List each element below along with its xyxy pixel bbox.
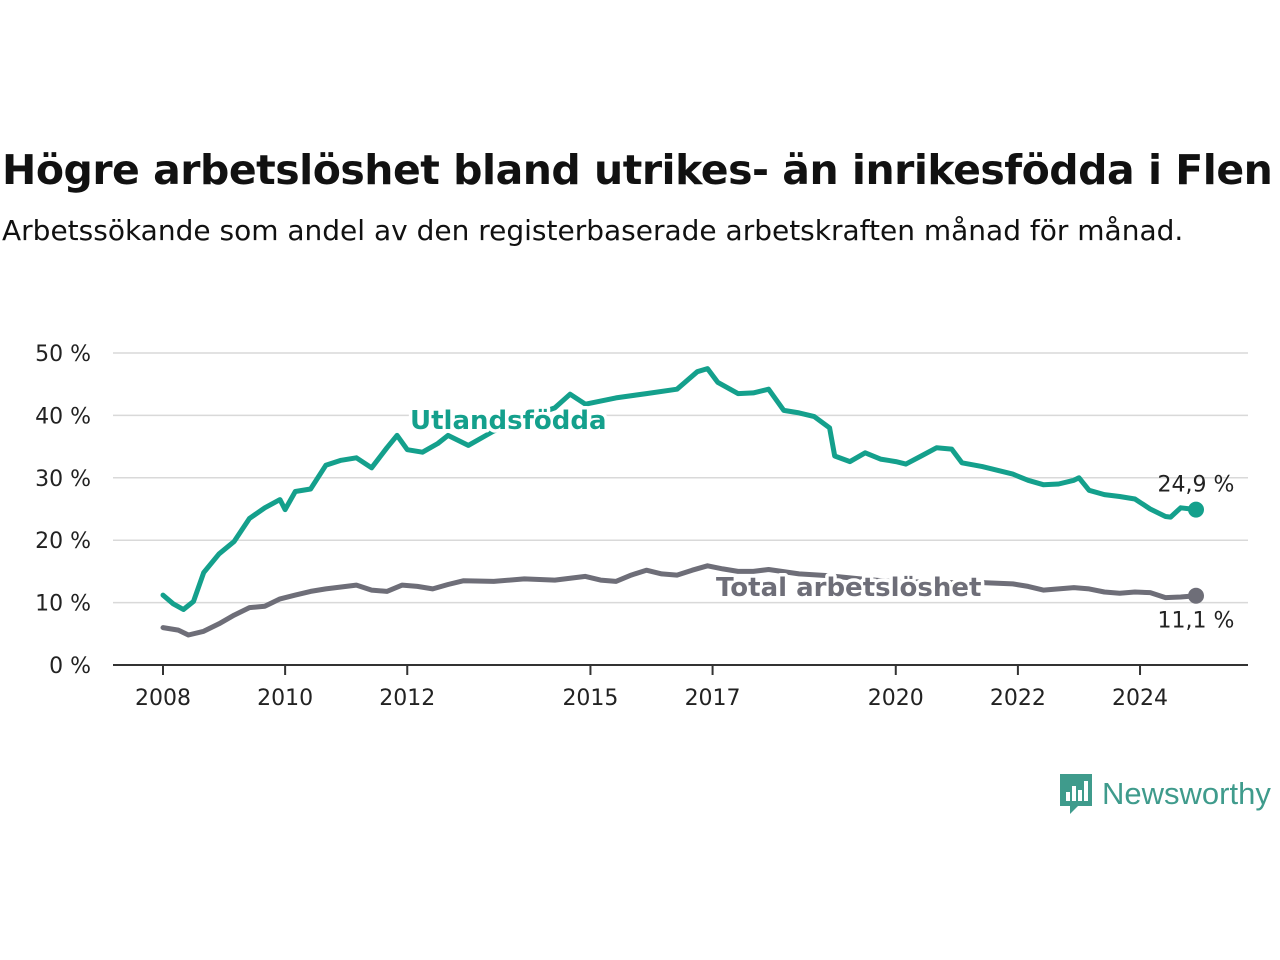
x-tick-label: 2008 xyxy=(135,686,191,711)
series-end-value-label: 24,9 % xyxy=(1158,473,1235,498)
x-tick-label: 2015 xyxy=(562,686,618,711)
y-tick-label: 20 % xyxy=(35,529,91,554)
series-name-label: Utlandsfödda xyxy=(410,406,607,436)
series-labels: Utlandsfödda Total arbetslöshet 24,9 % 11,1… xyxy=(407,403,1235,634)
series-end-value-label: 11,1 % xyxy=(1158,609,1235,634)
y-tick-label: 0 % xyxy=(49,654,91,679)
series-name-label: Total arbetslöshet xyxy=(716,573,981,603)
y-tick-label: 10 % xyxy=(35,592,91,617)
newsworthy-logo-text: Newsworthy xyxy=(1102,776,1271,811)
x-tick-label: 2020 xyxy=(868,686,924,711)
x-tick-label: 2017 xyxy=(685,686,741,711)
newsworthy-logo-icon xyxy=(1060,774,1092,814)
y-tick-label: 50 % xyxy=(35,342,91,367)
series-end-marker xyxy=(1188,501,1204,518)
chart-title: Högre arbetslöshet bland utrikes- än inr… xyxy=(2,146,1273,194)
series-end-marker xyxy=(1188,587,1204,604)
x-tick-label: 2024 xyxy=(1112,686,1168,711)
x-tick-label: 2010 xyxy=(257,686,313,711)
x-tick-label: 2012 xyxy=(379,686,435,711)
y-tick-label: 30 % xyxy=(35,467,91,492)
axes: 0 % 10 % 20 % 30 % 40 % 50 % 2008 2010 2012 2015 2… xyxy=(35,342,1248,711)
chart-subtitle: Arbetssökande som andel av den registerb… xyxy=(2,214,1184,247)
y-tick-label: 40 % xyxy=(35,404,91,429)
series-line-total-arbetsl-shet xyxy=(160,563,1199,638)
x-tick-label: 2022 xyxy=(990,686,1046,711)
line-chart: Utlandsfödda Total arbetslöshet 24,9 % 11,1… xyxy=(35,342,1248,711)
series-lines xyxy=(160,366,1204,638)
newsworthy-logo: Newsworthy xyxy=(1058,772,1271,816)
gridlines xyxy=(113,352,1248,604)
series-line-utlandsf-dda xyxy=(160,366,1199,612)
